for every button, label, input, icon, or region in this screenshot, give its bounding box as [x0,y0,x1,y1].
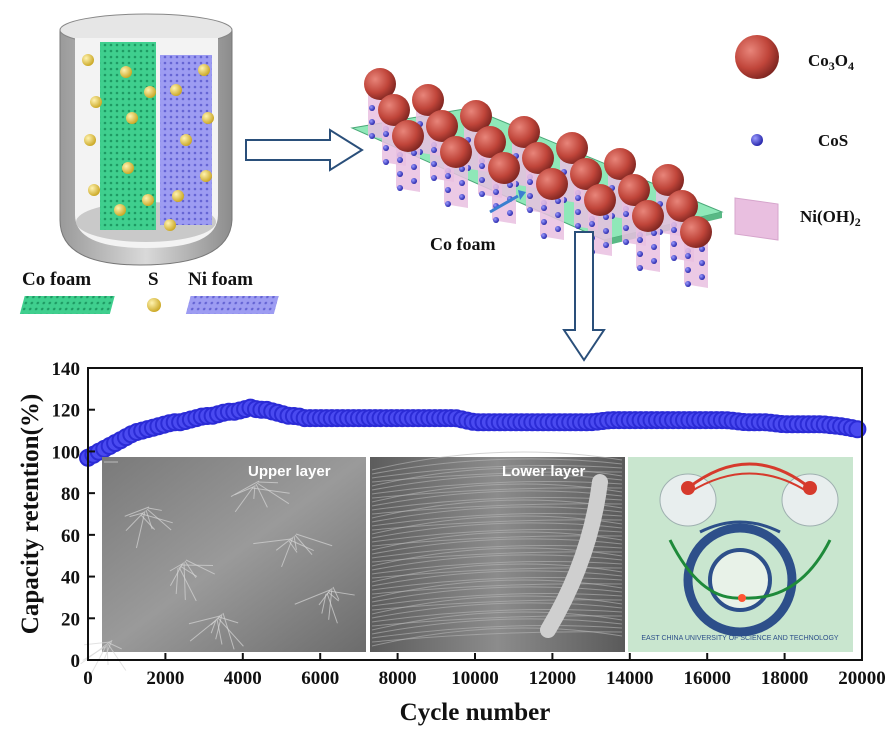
device-photo-inset: EAST CHINA UNIVERSITY OF SCIENCE AND TEC… [628,457,853,652]
x-tick-label: 14000 [606,668,654,689]
legend-nioh2-label: Ni(OH)2 [800,207,861,229]
y-tick-label: 0 [71,651,81,672]
photo-caption-text: EAST CHINA UNIVERSITY OF SCIENCE AND TEC… [641,635,839,642]
x-tick-label: 20000 [838,668,886,689]
legend-left: Co foam S Ni foam [19,269,279,314]
sulfur-particle [90,96,102,108]
y-tick-label: 80 [61,484,80,505]
sulfur-particle [122,162,134,174]
sulfur-particle [88,184,100,196]
university-logo [683,523,797,637]
x-tick-label: 2000 [146,668,184,689]
sulfur-particle [126,112,138,124]
nanostructure-unit [488,152,520,224]
x-axis-title: Cycle number [400,699,551,726]
legend-right: Co3O4 CoS Ni(OH)2 [734,35,861,241]
x-tick-label: 12000 [529,668,577,689]
legend-sulfur-label: S [148,269,159,290]
inset-upper-label: Upper layer [248,463,331,480]
legend-ni-foam-label: Ni foam [188,269,253,290]
sulfur-particle [142,194,154,206]
x-tick-label: 4000 [224,668,262,689]
sulfur-particle [82,54,94,66]
sem-inset-upper: Upper layer [80,457,366,680]
capacity-chart: Upper layer Lower layer EAST CHINA UNIVE… [17,359,886,726]
sulfur-particle [172,190,184,202]
y-tick-label: 100 [52,442,81,463]
arrow-down-icon [562,231,606,362]
y-axis: 0 20 40 60 80 100 120 140 [52,359,95,672]
y-tick-label: 120 [52,401,81,422]
led-icon [738,594,746,602]
nanostructure-unit [584,184,616,256]
sulfur-particle [170,84,182,96]
x-tick-label: 8000 [379,668,417,689]
x-tick-label: 18000 [761,668,809,689]
x-tick-label: 10000 [451,668,499,689]
legend-ni-foam-swatch [185,296,279,314]
x-axis: 0 2000 4000 6000 8000 10000 12000 14000 16000 180… [83,653,886,689]
legend-nioh2-swatch [734,197,779,241]
sulfur-particle [120,66,132,78]
nanostructure-unit [440,136,472,208]
sulfur-particle [200,170,212,182]
nanostructure-unit [680,216,712,288]
x-tick-label: 16000 [683,668,731,689]
chart-markers [79,398,867,467]
sulfur-particle [84,134,96,146]
nanostructure-illustration: Co foam [350,68,724,288]
substrate-label: Co foam [430,234,496,254]
y-tick-label: 20 [61,609,80,630]
arrow-right-icon [245,128,364,172]
legend-cos-label: CoS [818,131,848,150]
y-tick-label: 40 [61,568,80,589]
inset-lower-label: Lower layer [502,463,586,480]
nanostructure-unit [632,200,664,272]
legend-co3o4-label: Co3O4 [808,51,854,73]
y-tick-label: 140 [52,359,81,380]
y-axis-title: Capacity retention(%) [17,394,44,634]
pointer-arrow-icon [489,194,519,214]
sulfur-particle [202,112,214,124]
legend-co-foam-label: Co foam [22,269,91,290]
legend-co3o4-swatch [735,35,779,79]
sulfur-particle [114,204,126,216]
sulfur-particle [164,219,176,231]
x-tick-label: 6000 [301,668,339,689]
sulfur-particle [198,64,210,76]
sulfur-particles [82,54,214,231]
nanostructure-unit [392,120,424,192]
legend-co-foam-swatch [19,296,115,314]
legend-sulfur-swatch [147,298,161,312]
autoclave-illustration [59,13,233,266]
legend-cos-swatch [751,134,763,146]
sulfur-particle [144,86,156,98]
sem-inset-lower: Lower layer [370,451,625,652]
x-tick-label: 0 [83,668,93,689]
nanostructure-unit [536,168,568,240]
y-tick-label: 60 [61,526,80,547]
sulfur-particle [180,134,192,146]
